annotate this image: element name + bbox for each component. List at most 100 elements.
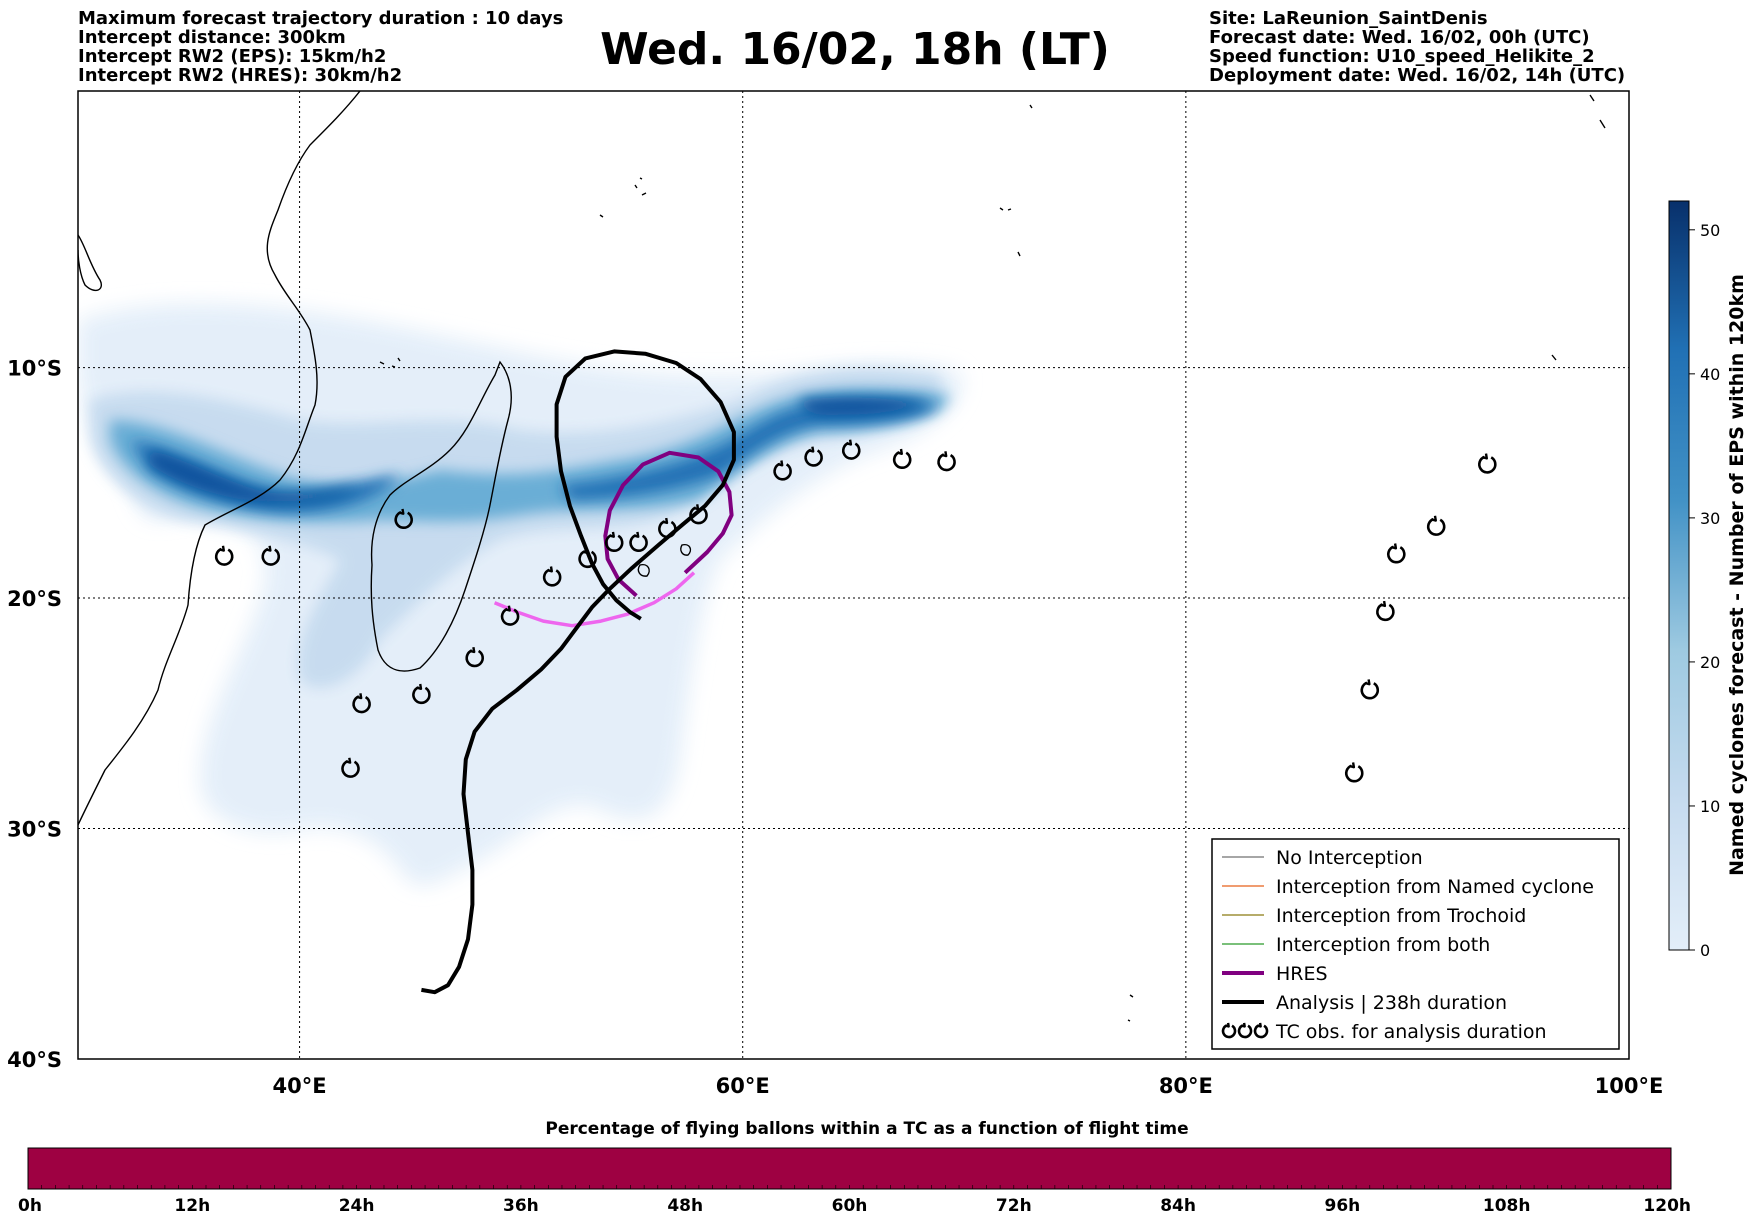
cocos-islands	[1551, 354, 1557, 361]
hres-track	[603, 450, 734, 598]
header-right-line-3: Speed function: U10_speed_Helikite_2	[1209, 46, 1595, 67]
tc-observation-marker	[1387, 543, 1406, 564]
colorbar-tick-label: 20	[1700, 653, 1720, 672]
legend-items: No Interception Interception from Named c…	[1221, 847, 1594, 1043]
coastlines	[78, 91, 1606, 1022]
legend-item: Interception from Trochoid	[1222, 905, 1526, 927]
x-tick-label: 40°E	[273, 1074, 327, 1098]
flight-time-tick-label: 120h	[1643, 1196, 1691, 1216]
tc-observation-marker	[261, 545, 281, 566]
colorbar-tick-label: 30	[1700, 509, 1720, 528]
map-frame	[77, 90, 1630, 1060]
page-title: Wed. 16/02, 18h (LT)	[600, 24, 1110, 75]
colorbar: 0 10 20 30 40 50 Named cyclones forecast - Nu…	[1668, 200, 1748, 960]
colorbar-gradient	[1668, 200, 1690, 951]
legend-item: Interception from both	[1222, 934, 1490, 956]
analysis-track	[421, 349, 736, 995]
flight-time-bar-ticks: 0h 12h 24h 36h 48h 60h 72h 84h 96h 108h 120h	[18, 1185, 1691, 1216]
tc-observation-marker	[341, 757, 360, 778]
density-core-light	[110, 388, 950, 522]
flight-time-tick-label: 0h	[18, 1196, 42, 1216]
colorbar-tick-label: 40	[1700, 365, 1720, 384]
header-left-line-4: Intercept RW2 (HRES): 30km/h2	[78, 65, 402, 86]
tc-observation-marker	[1360, 679, 1380, 700]
x-tick-label: 100°E	[1595, 1074, 1664, 1098]
tc-observation-marker	[937, 451, 956, 472]
gridlines	[78, 91, 1629, 1059]
tc-observation-markers	[214, 439, 1497, 783]
tc-observation-marker	[892, 448, 912, 470]
header-left-line-2: Intercept distance: 300km	[78, 27, 346, 48]
colorbar-tick-label: 10	[1700, 797, 1720, 816]
seychelles-islands	[599, 177, 647, 218]
flight-time-tick-label: 48h	[667, 1196, 703, 1216]
legend-label: Interception from Named cyclone	[1276, 876, 1594, 898]
tc-observation-marker	[1478, 453, 1497, 474]
tc-observation-marker	[214, 545, 234, 566]
map-panel: 40°E 60°E 80°E 100°E 10°S 20°S 30°S 40°S No In…	[7, 90, 1664, 1098]
flight-time-tick-label: 24h	[339, 1196, 375, 1216]
legend-item: No Interception	[1222, 847, 1423, 869]
tc-observation-marker	[352, 693, 371, 714]
flight-time-tick-label: 12h	[174, 1196, 210, 1216]
y-tick-label: 40°S	[7, 1048, 62, 1072]
tracks	[421, 349, 736, 995]
colorbar-tick-label: 0	[1700, 941, 1710, 960]
x-tick-label: 60°E	[716, 1074, 770, 1098]
flight-time-bar: Percentage of flying ballons within a TC…	[18, 1119, 1691, 1216]
tc-observation-marker	[394, 508, 413, 530]
legend-label: Interception from both	[1276, 934, 1490, 956]
legend-label: HRES	[1276, 963, 1328, 985]
flight-time-tick-label: 36h	[503, 1196, 539, 1216]
tc-observation-marker	[542, 566, 562, 587]
header-right: Site: LaReunion_SaintDenis Forecast date…	[1209, 8, 1625, 86]
legend-item: HRES	[1222, 963, 1328, 985]
tc-observation-marker	[841, 439, 861, 460]
tc-observation-marker	[1376, 600, 1395, 622]
legend-tc-symbol-2	[1237, 1022, 1253, 1039]
maldives-islands	[1029, 94, 1606, 129]
chagos-islands	[999, 207, 1021, 257]
colorbar-label: Named cyclones forecast - Number of EPS …	[1726, 274, 1748, 876]
flight-time-bar-title: Percentage of flying ballons within a TC…	[545, 1119, 1188, 1139]
header-left-line-3: Intercept RW2 (EPS): 15km/h2	[78, 46, 386, 67]
y-tick-label: 20°S	[7, 587, 62, 611]
legend-box	[1211, 838, 1620, 1050]
y-tick-label: 30°S	[7, 818, 62, 842]
legend-item: Interception from Named cyclone	[1222, 876, 1594, 898]
legend-tc-symbol-3	[1253, 1022, 1269, 1039]
amsterdam-island	[1127, 994, 1134, 1022]
tc-observation-marker	[629, 531, 648, 552]
legend-item: TC obs. for analysis duration	[1221, 1021, 1547, 1043]
tc-observation-marker	[1426, 515, 1446, 536]
header-left: Maximum forecast trajectory duration : 1…	[78, 8, 563, 86]
legend-label: No Interception	[1276, 847, 1423, 869]
madagascar-coastline	[370, 360, 512, 672]
tc-observation-marker	[604, 531, 624, 553]
legend-item: Analysis | 238h duration	[1222, 992, 1507, 1014]
legend-label: Analysis | 238h duration	[1276, 992, 1507, 1014]
hres-extension-track	[493, 571, 696, 628]
tc-observation-marker	[689, 504, 708, 525]
tc-observation-marker	[658, 517, 677, 539]
x-tick-label: 80°E	[1159, 1074, 1213, 1098]
y-tick-label: 10°S	[7, 357, 62, 381]
legend: No Interception Interception from Named c…	[1211, 838, 1620, 1050]
legend-label: Interception from Trochoid	[1276, 905, 1526, 927]
tc-observation-marker	[804, 446, 823, 467]
header-right-line-1: Site: LaReunion_SaintDenis	[1209, 8, 1488, 29]
tc-observation-marker	[500, 605, 520, 626]
colorbar-tick-label: 50	[1700, 221, 1720, 240]
arabian-coastline	[78, 234, 102, 292]
header-right-line-4: Deployment date: Wed. 16/02, 14h (UTC)	[1209, 65, 1625, 86]
mauritius-coastline	[680, 543, 692, 556]
tc-observation-marker	[578, 547, 597, 569]
tc-observation-marker	[1344, 762, 1364, 783]
flight-time-tick-label: 84h	[1160, 1196, 1196, 1216]
africa-coastline	[78, 91, 361, 826]
flight-time-tick-label: 108h	[1483, 1196, 1531, 1216]
header-right-line-2: Forecast date: Wed. 16/02, 00h (UTC)	[1209, 27, 1590, 48]
flight-time-tick-label: 72h	[996, 1196, 1032, 1216]
legend-label: TC obs. for analysis duration	[1275, 1021, 1547, 1043]
